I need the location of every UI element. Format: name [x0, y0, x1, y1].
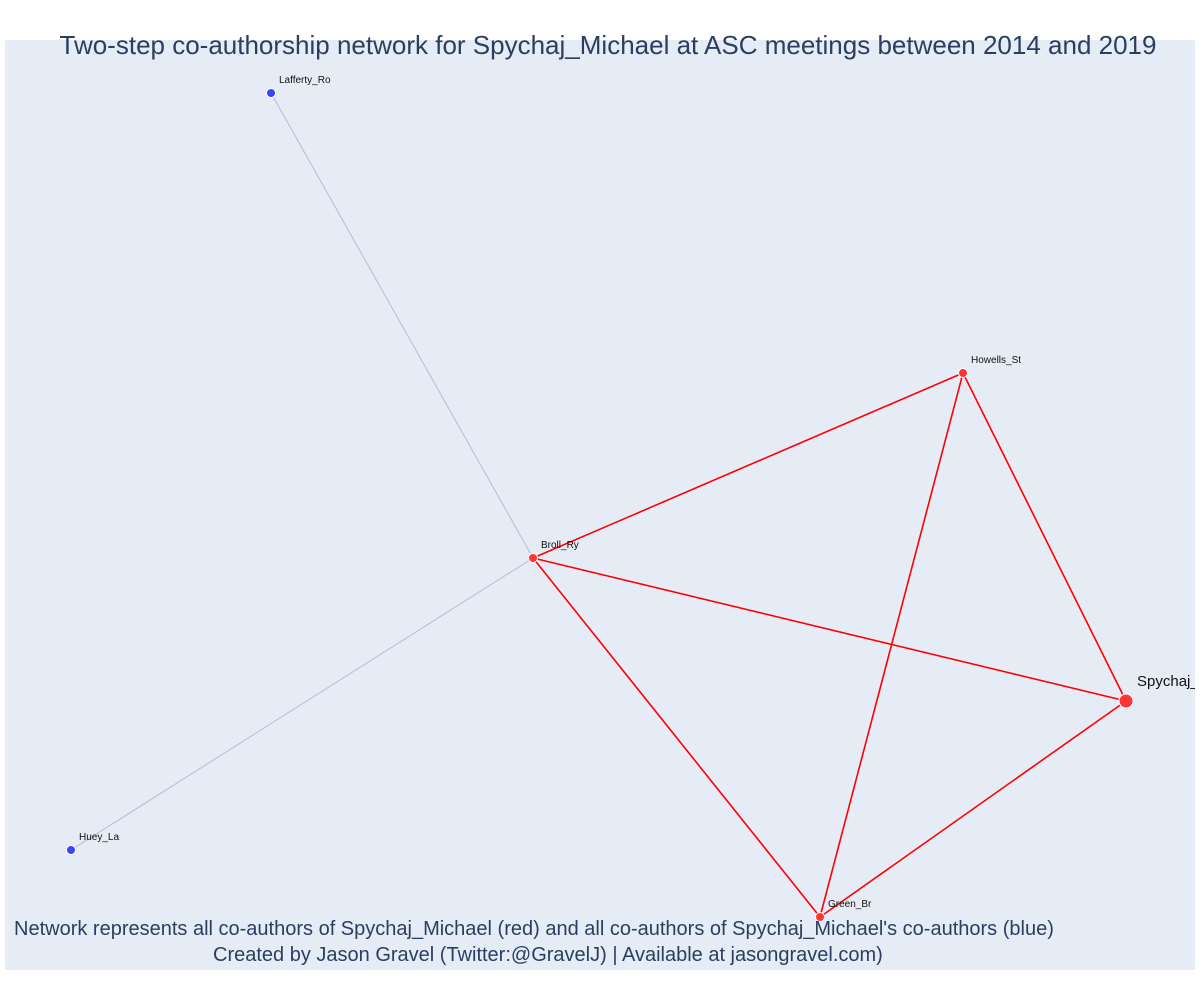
node-spychaj-michael[interactable] [1118, 693, 1134, 709]
edge-broll-ry-spychaj-michael [532, 557, 1127, 702]
edge-green-br-spychaj-michael [819, 700, 1127, 918]
node-label-howells-st: Howells_St [971, 355, 1021, 366]
node-huey-la[interactable] [66, 845, 76, 855]
caption-line-2: Created by Jason Gravel (Twitter:@Gravel… [213, 944, 883, 966]
node-lafferty-ro[interactable] [266, 88, 276, 98]
edge-huey-la-broll-ry [70, 557, 534, 851]
node-label-lafferty-ro: Lafferty_Ro [279, 75, 331, 86]
edge-howells-st-green-br [819, 372, 964, 918]
caption-line-1: Network represents all co-authors of Spy… [14, 918, 1054, 940]
edge-broll-ry-howells-st [532, 372, 964, 559]
chart-title: Two-step co-authorship network for Spych… [59, 30, 1157, 60]
node-layer [66, 88, 1134, 922]
node-howells-st[interactable] [958, 368, 968, 378]
edge-howells-st-spychaj-michael [962, 372, 1127, 702]
network-plot-area: Lafferty_Ro Howells_St Broll_Ry Spychaj_ Hue… [5, 40, 1195, 970]
node-green-br[interactable] [815, 912, 825, 922]
node-label-green-br: Green_Br [828, 899, 872, 910]
label-layer: Lafferty_Ro Howells_St Broll_Ry Spychaj_ Hue… [79, 75, 1195, 910]
node-label-spychaj-michael: Spychaj_ [1137, 673, 1195, 690]
network-graph: Lafferty_Ro Howells_St Broll_Ry Spychaj_ Hue… [66, 75, 1195, 922]
node-label-huey-la: Huey_La [79, 832, 119, 843]
node-broll-ry[interactable] [528, 553, 538, 563]
edge-lafferty-ro-broll-ry [270, 92, 534, 559]
edge-layer [70, 92, 1127, 918]
node-label-broll-ry: Broll_Ry [541, 540, 579, 551]
edge-broll-ry-green-br [532, 557, 821, 918]
